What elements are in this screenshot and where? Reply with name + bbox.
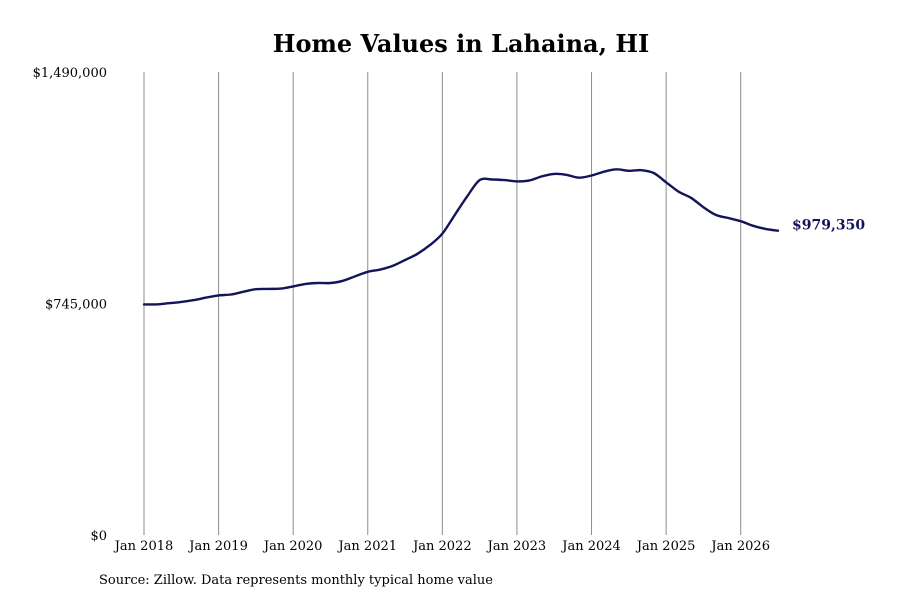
series-line bbox=[142, 168, 780, 306]
y-tick-label: $745,000 bbox=[45, 298, 107, 313]
end-value-label: $979,350 bbox=[792, 218, 865, 234]
x-tick-label: Jan 2018 bbox=[113, 539, 174, 554]
y-tick-label: $1,490,000 bbox=[33, 66, 107, 81]
gridlines bbox=[143, 72, 742, 535]
x-tick-label: Jan 2021 bbox=[336, 539, 397, 554]
x-tick-label: Jan 2019 bbox=[187, 539, 248, 554]
y-tick-label: $0 bbox=[90, 529, 107, 544]
x-tick-label: Jan 2025 bbox=[635, 539, 696, 554]
x-axis: Jan 2018 Jan 2019 Jan 2020 Jan 2021 Jan 2022… bbox=[113, 539, 770, 554]
chart-title: Home Values in Lahaina, HI bbox=[273, 29, 649, 58]
x-tick-label: Jan 2024 bbox=[560, 539, 621, 554]
y-axis: $0 $745,000 $1,490,000 bbox=[33, 66, 107, 544]
x-tick-label: Jan 2023 bbox=[486, 539, 547, 554]
x-tick-label: Jan 2020 bbox=[262, 539, 323, 554]
x-tick-label: Jan 2022 bbox=[411, 539, 472, 554]
source-note: Source: Zillow. Data represents monthly … bbox=[99, 573, 493, 588]
x-tick-label: Jan 2026 bbox=[709, 539, 770, 554]
